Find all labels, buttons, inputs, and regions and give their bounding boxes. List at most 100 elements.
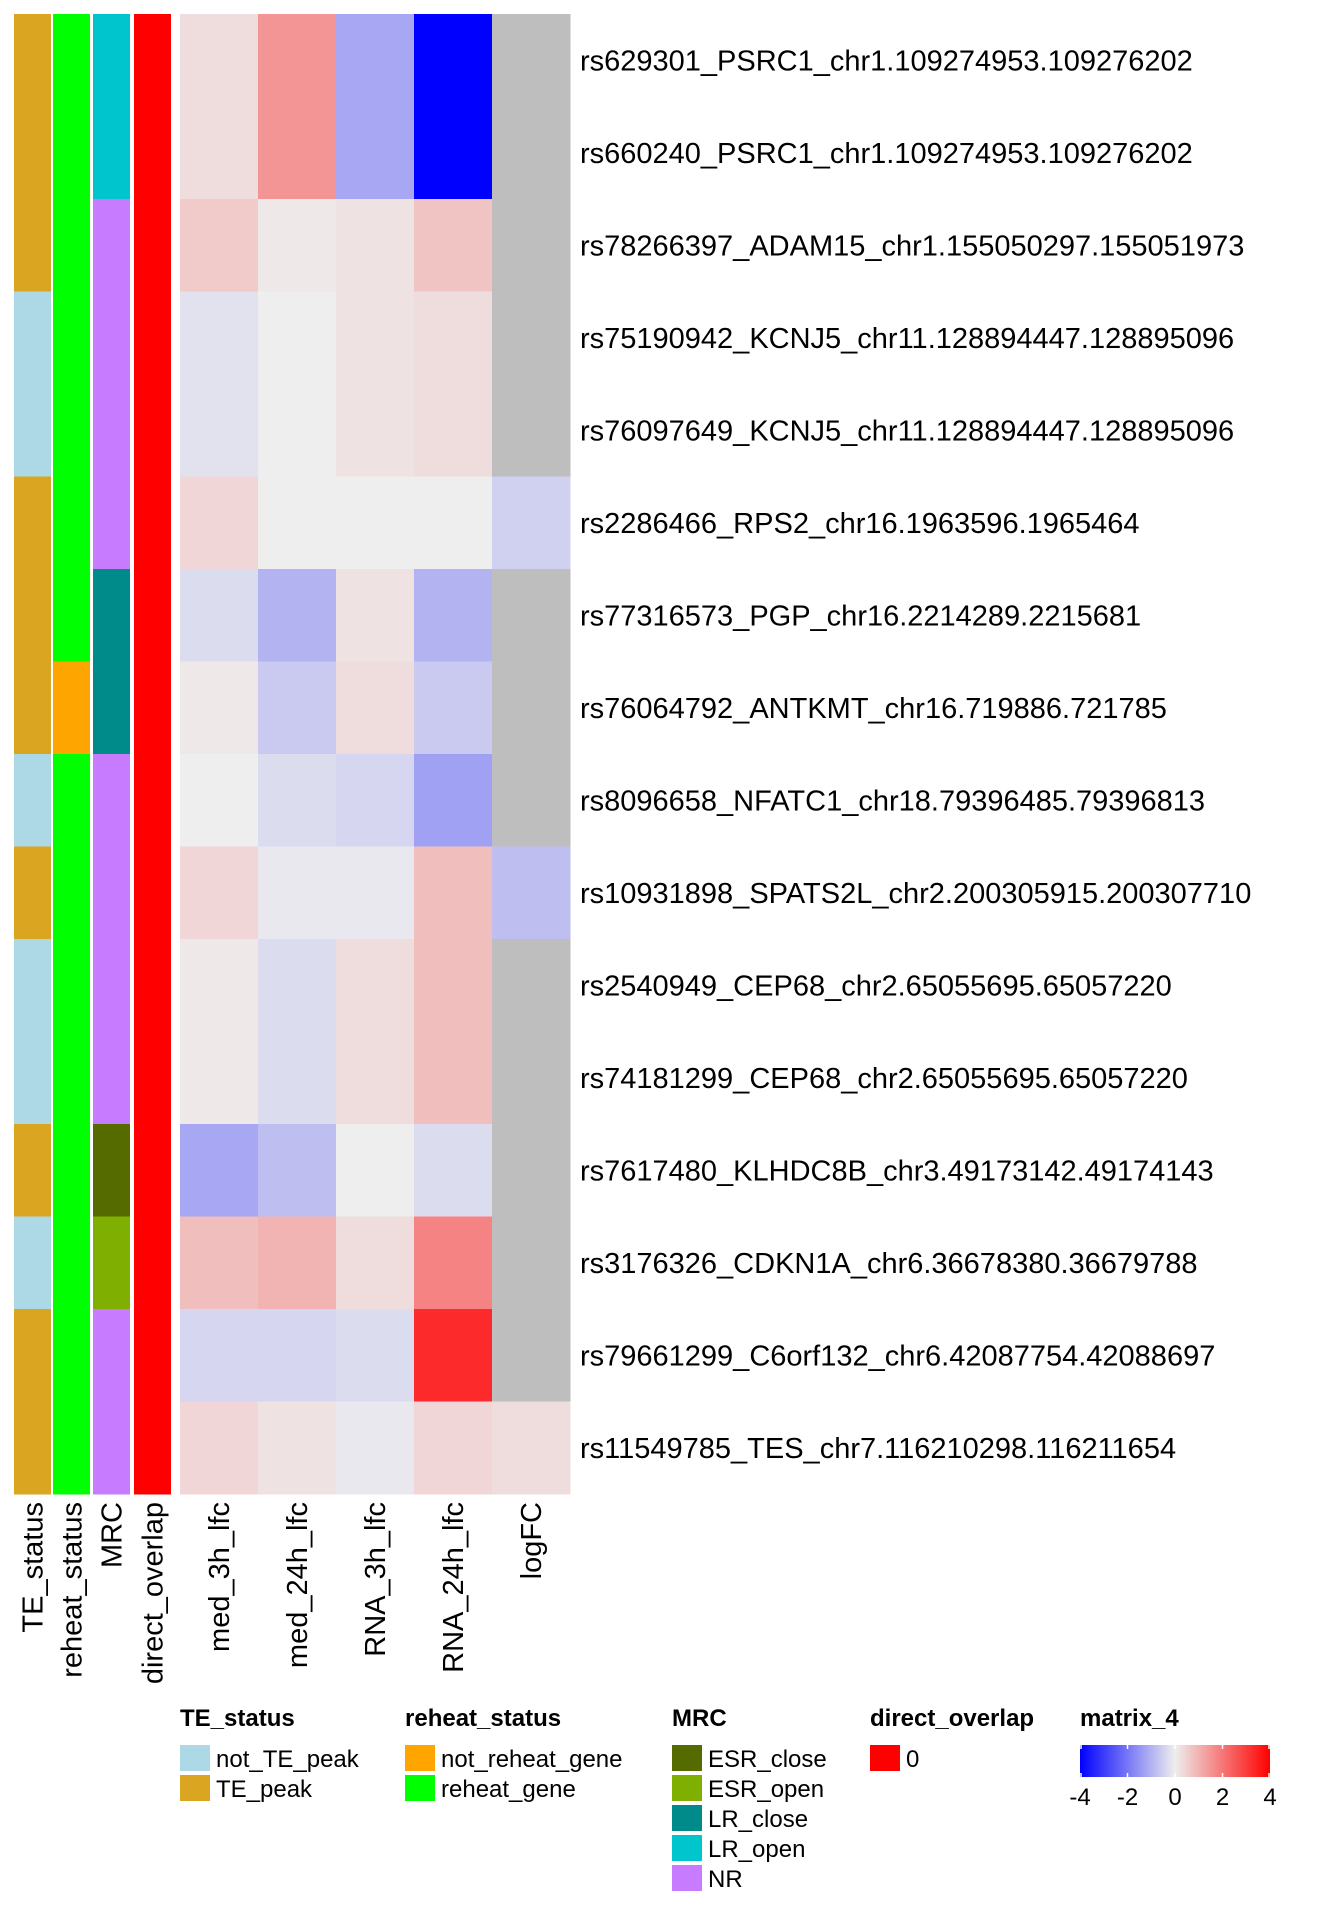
annotation-cell-mrc <box>93 1031 130 1125</box>
heatmap-cell-med-3h-lfc <box>180 291 259 385</box>
legend-title-mrc: MRC <box>672 1705 727 1732</box>
heatmap-cell-logfc <box>492 14 571 107</box>
legend-swatch <box>405 1775 435 1801</box>
heatmap-cell-rna-24h-lfc <box>414 1401 493 1495</box>
heatmap-cell-rna-24h-lfc <box>414 661 493 755</box>
heatmap-cell-med-3h-lfc <box>180 476 259 570</box>
heatmap-cell-logfc <box>492 1309 571 1402</box>
heatmap-cell-rna-3h-lfc <box>336 846 415 940</box>
heatmap-cell-rna-24h-lfc <box>414 1124 493 1217</box>
heatmap-cell-logfc <box>492 569 571 662</box>
heatmap-cell-rna-3h-lfc <box>336 384 415 477</box>
heatmap-cell-med-24h-lfc <box>258 291 337 385</box>
column-label-te-status: TE_status <box>18 1502 50 1633</box>
heatmap-cell-rna-24h-lfc <box>414 1216 493 1310</box>
heatmap-cell-logfc <box>492 384 571 477</box>
legend-swatch <box>672 1835 702 1861</box>
annotation-cell-mrc <box>93 199 130 292</box>
heatmap-cell-med-3h-lfc <box>180 1124 259 1217</box>
row-label: rs3176326_CDKN1A_chr6.36678380.36679788 <box>580 1248 1198 1280</box>
annotation-cell-te-status <box>14 476 51 570</box>
annotation-cell-mrc <box>93 384 130 477</box>
row-label: rs76064792_ANTKMT_chr16.719886.721785 <box>580 693 1167 725</box>
legend-label: LR_close <box>708 1806 808 1833</box>
heatmap-cell-med-24h-lfc <box>258 1216 337 1310</box>
colorbar-tick-label: 0 <box>1168 1784 1181 1811</box>
annotation-cell-te-status <box>14 384 51 477</box>
heatmap-cell-logfc <box>492 939 571 1032</box>
heatmap-cell-rna-3h-lfc <box>336 476 415 570</box>
row-label: rs2540949_CEP68_chr2.65055695.65057220 <box>580 970 1172 1002</box>
row-label: rs8096658_NFATC1_chr18.79396485.79396813 <box>580 785 1205 817</box>
heatmap-cell-med-3h-lfc <box>180 661 259 755</box>
colorbar-gradient <box>1080 1745 1270 1777</box>
heatmap-cell-rna-24h-lfc <box>414 106 493 200</box>
annotation-cell-te-status <box>14 1124 51 1217</box>
heatmap-cell-logfc <box>492 476 571 570</box>
heatmap-cell-rna-24h-lfc <box>414 14 493 107</box>
heatmap-cell-rna-3h-lfc <box>336 14 415 107</box>
legend-label: ESR_close <box>708 1746 827 1773</box>
heatmap-cell-med-3h-lfc <box>180 1216 259 1310</box>
annotation-cell-te-status <box>14 754 51 847</box>
annotation-cell-te-status <box>14 846 51 940</box>
legend-swatch <box>672 1865 702 1891</box>
heatmap-cell-med-24h-lfc <box>258 1309 337 1402</box>
heatmap-cell-med-24h-lfc <box>258 1031 337 1125</box>
heatmap-cells <box>180 14 571 1495</box>
annotation-cell-reheat-status <box>53 291 90 385</box>
annotation-cell-reheat-status <box>53 569 90 662</box>
heatmap-cell-logfc <box>492 846 571 940</box>
heatmap-cell-med-24h-lfc <box>258 846 337 940</box>
heatmap-cell-rna-3h-lfc <box>336 291 415 385</box>
row-label: rs11549785_TES_chr7.116210298.116211654 <box>580 1433 1176 1465</box>
annotation-cell-te-status <box>14 199 51 292</box>
annotation-cell-reheat-status <box>53 14 90 107</box>
legend-swatch <box>672 1775 702 1801</box>
row-label: rs77316573_PGP_chr16.2214289.2215681 <box>580 600 1141 632</box>
annotation-cell-reheat-status <box>53 384 90 477</box>
annotation-cell-reheat-status <box>53 1309 90 1402</box>
annotation-cell-direct-overlap <box>134 476 171 570</box>
annotation-cell-reheat-status <box>53 754 90 847</box>
column-label-reheat-status: reheat_status <box>57 1502 89 1678</box>
heatmap-cell-med-24h-lfc <box>258 754 337 847</box>
heatmap-cell-med-24h-lfc <box>258 384 337 477</box>
heatmap-cell-logfc <box>492 199 571 292</box>
colorbar-legend: matrix_4 -4 -2 0 2 4 <box>1069 1705 1276 1811</box>
annotation-cell-reheat-status <box>53 661 90 755</box>
heatmap-cell-rna-24h-lfc <box>414 1309 493 1402</box>
annotation-cell-reheat-status <box>53 476 90 570</box>
heatmap-cell-rna-24h-lfc <box>414 384 493 477</box>
row-labels: rs629301_PSRC1_chr1.109274953.109276202r… <box>580 45 1251 1465</box>
heatmap-cell-med-3h-lfc <box>180 199 259 292</box>
row-label: rs7617480_KLHDC8B_chr3.49173142.49174143 <box>580 1155 1214 1187</box>
annotation-cell-direct-overlap <box>134 1031 171 1125</box>
colorbar-tick-label: -2 <box>1117 1784 1138 1811</box>
annotation-cell-direct-overlap <box>134 569 171 662</box>
heatmap-cell-logfc <box>492 1216 571 1310</box>
column-labels: TE_status reheat_status MRC direct_overlap m… <box>18 1502 549 1684</box>
legend-label: not_reheat_gene <box>441 1746 623 1773</box>
row-label: rs74181299_CEP68_chr2.65055695.65057220 <box>580 1063 1188 1095</box>
column-label-logfc: logFC <box>516 1502 548 1579</box>
heatmap-cell-med-24h-lfc <box>258 1401 337 1495</box>
heatmap-cell-rna-3h-lfc <box>336 1309 415 1402</box>
column-label-med-24h-lfc: med_24h_lfc <box>282 1502 314 1668</box>
heatmap-cell-med-24h-lfc <box>258 939 337 1032</box>
heatmap-cell-rna-24h-lfc <box>414 199 493 292</box>
annotation-cell-te-status <box>14 1216 51 1310</box>
row-label: rs629301_PSRC1_chr1.109274953.109276202 <box>580 45 1193 77</box>
annotation-cell-direct-overlap <box>134 106 171 200</box>
legend-swatch <box>180 1745 210 1771</box>
heatmap-cell-med-24h-lfc <box>258 106 337 200</box>
annotation-cell-direct-overlap <box>134 661 171 755</box>
annotation-cell-te-status <box>14 1031 51 1125</box>
legend-swatch <box>870 1745 900 1771</box>
legend-title-te-status: TE_status <box>180 1705 295 1732</box>
annotation-cell-reheat-status <box>53 846 90 940</box>
annotation-cell-mrc <box>93 1124 130 1217</box>
heatmap-cell-med-3h-lfc <box>180 846 259 940</box>
legend-swatch <box>405 1745 435 1771</box>
